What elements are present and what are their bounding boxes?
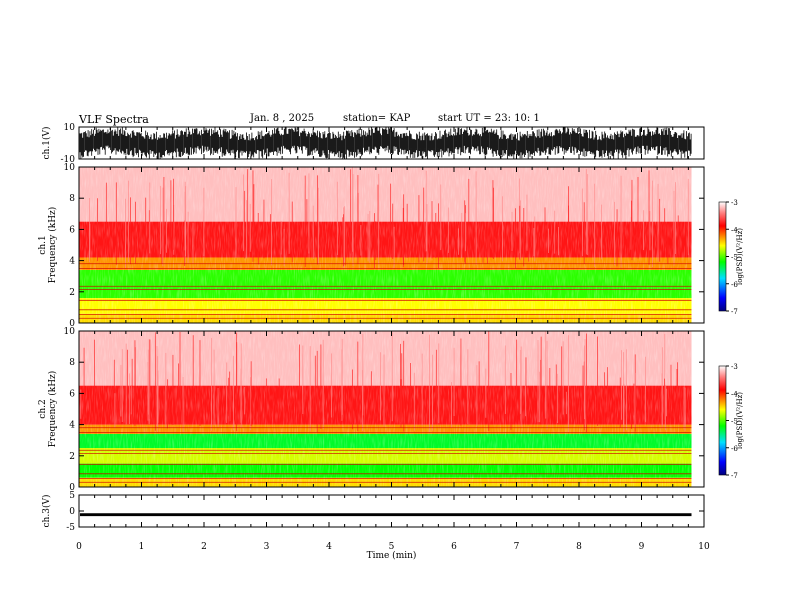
ch1-spectrogram-chan-ylabel: ch.1: [38, 235, 48, 254]
ch2-spectrogram-ytick-label: 0: [69, 483, 75, 493]
ch2-colorbar-gradient: [718, 365, 727, 476]
ch3-waveform-trace: [80, 513, 692, 517]
date-label: Jan. 8 , 2025: [250, 113, 315, 124]
ch2-spectrogram-ytick-label: 8: [69, 358, 75, 368]
ch2-spectrogram-ytick-label: 10: [64, 327, 76, 337]
figure-title: VLF Spectra: [79, 113, 149, 126]
ch1-spectrogram-texture: [79, 167, 692, 323]
ch2-spectrogram-empty: [691, 331, 704, 487]
ch1-colorbar-label: log(PSD)(V²/Hz): [736, 228, 744, 285]
ch2-colorbar-tick-label: -5: [731, 418, 738, 426]
ch2-spectrogram-ylabel: Frequency (kHz): [47, 371, 58, 448]
time-tick-label: 1: [139, 542, 145, 552]
ch3-waveform-ytick-label: 5: [69, 491, 75, 501]
ch1-waveform-ytick-label: 10: [64, 123, 76, 133]
ch2-colorbar-tick-label: -4: [731, 390, 738, 398]
time-axis-label: Time (min): [367, 550, 417, 561]
station-label: station= KAP: [343, 113, 411, 124]
ch1-waveform-trace: [79, 127, 692, 159]
ch1-spectrogram-panel: 0 2 4 6 8 10 ch.1 Frequency (kHz): [38, 163, 705, 329]
ch1-waveform-ylabel: ch.1(V): [41, 127, 52, 160]
ch1-spectrogram-ylabel: Frequency (kHz): [47, 207, 58, 284]
time-tick-label: 2: [201, 542, 207, 552]
time-tick-label: 9: [639, 542, 645, 552]
ch1-spectrogram-empty: [691, 167, 704, 323]
ch1-colorbar-tick-label: -5: [731, 254, 738, 262]
ch2-spectrogram-ytick-label: 4: [69, 421, 75, 431]
time-axis: 0 1 2 3 4 5 6 7 8 9 10 Time (min): [76, 542, 710, 561]
ch2-spectrogram-ytick-label: 6: [69, 389, 75, 399]
ch2-spectrogram-chan-ylabel: ch.2: [38, 399, 48, 418]
time-tick-label: 10: [698, 542, 710, 552]
ch2-colorbar-tick-label: -7: [731, 472, 738, 480]
time-tick-label: 3: [264, 542, 270, 552]
ch1-colorbar: -3 -4 -5 -6 -7 log(PSD)(V²/Hz): [718, 199, 744, 316]
ch1-spectrogram-ytick-label: 2: [69, 288, 75, 298]
ch2-spectrogram-texture: [79, 331, 692, 487]
time-tick-label: 4: [326, 542, 332, 552]
time-tick-label: 7: [514, 542, 520, 552]
ch2-colorbar-tick-label: -6: [731, 445, 738, 453]
ch2-spectrogram-panel: 0 2 4 6 8 10 ch.2 Frequency (kHz): [38, 327, 705, 493]
ch2-spectrogram-ytick-label: 2: [69, 452, 75, 462]
ch1-colorbar-tick-label: -6: [731, 281, 738, 289]
ch1-colorbar-tick-label: -4: [731, 226, 738, 234]
ch1-spectrogram-ytick-label: 0: [69, 319, 75, 329]
ch1-spectrogram-ytick-label: 4: [69, 257, 75, 267]
ch1-spectrogram-ytick-label: 10: [64, 163, 76, 173]
time-tick-label: 0: [76, 542, 82, 552]
ch1-colorbar-tick-label: -3: [731, 199, 738, 207]
ch1-waveform-ytick-label: -10: [61, 155, 76, 165]
ch3-waveform-ylabel: ch.3(V): [41, 495, 52, 528]
ch3-waveform-ytick-label: -5: [66, 523, 75, 533]
start-time-label: start UT = 23: 10: 1: [438, 113, 540, 124]
ch1-colorbar-tick-label: -7: [731, 308, 738, 316]
ch3-waveform-ytick-label: 0: [69, 507, 75, 517]
ch1-spectrogram-ytick-label: 8: [69, 194, 75, 204]
ch2-colorbar-tick-label: -3: [731, 363, 738, 371]
time-tick-label: 8: [576, 542, 582, 552]
ch2-colorbar-label: log(PSD)(V²/Hz): [736, 392, 744, 449]
ch1-waveform-panel: 10 -10 ch.1(V): [41, 123, 705, 165]
ch3-waveform-panel: 5 0 -5 ch.3(V): [41, 491, 705, 533]
ch2-colorbar: -3 -4 -5 -6 -7 log(PSD)(V²/Hz): [718, 363, 744, 480]
time-tick-label: 6: [451, 542, 457, 552]
ch1-colorbar-gradient: [718, 201, 727, 312]
ch1-spectrogram-ytick-label: 6: [69, 225, 75, 235]
time-tick-label: 5: [389, 542, 395, 552]
